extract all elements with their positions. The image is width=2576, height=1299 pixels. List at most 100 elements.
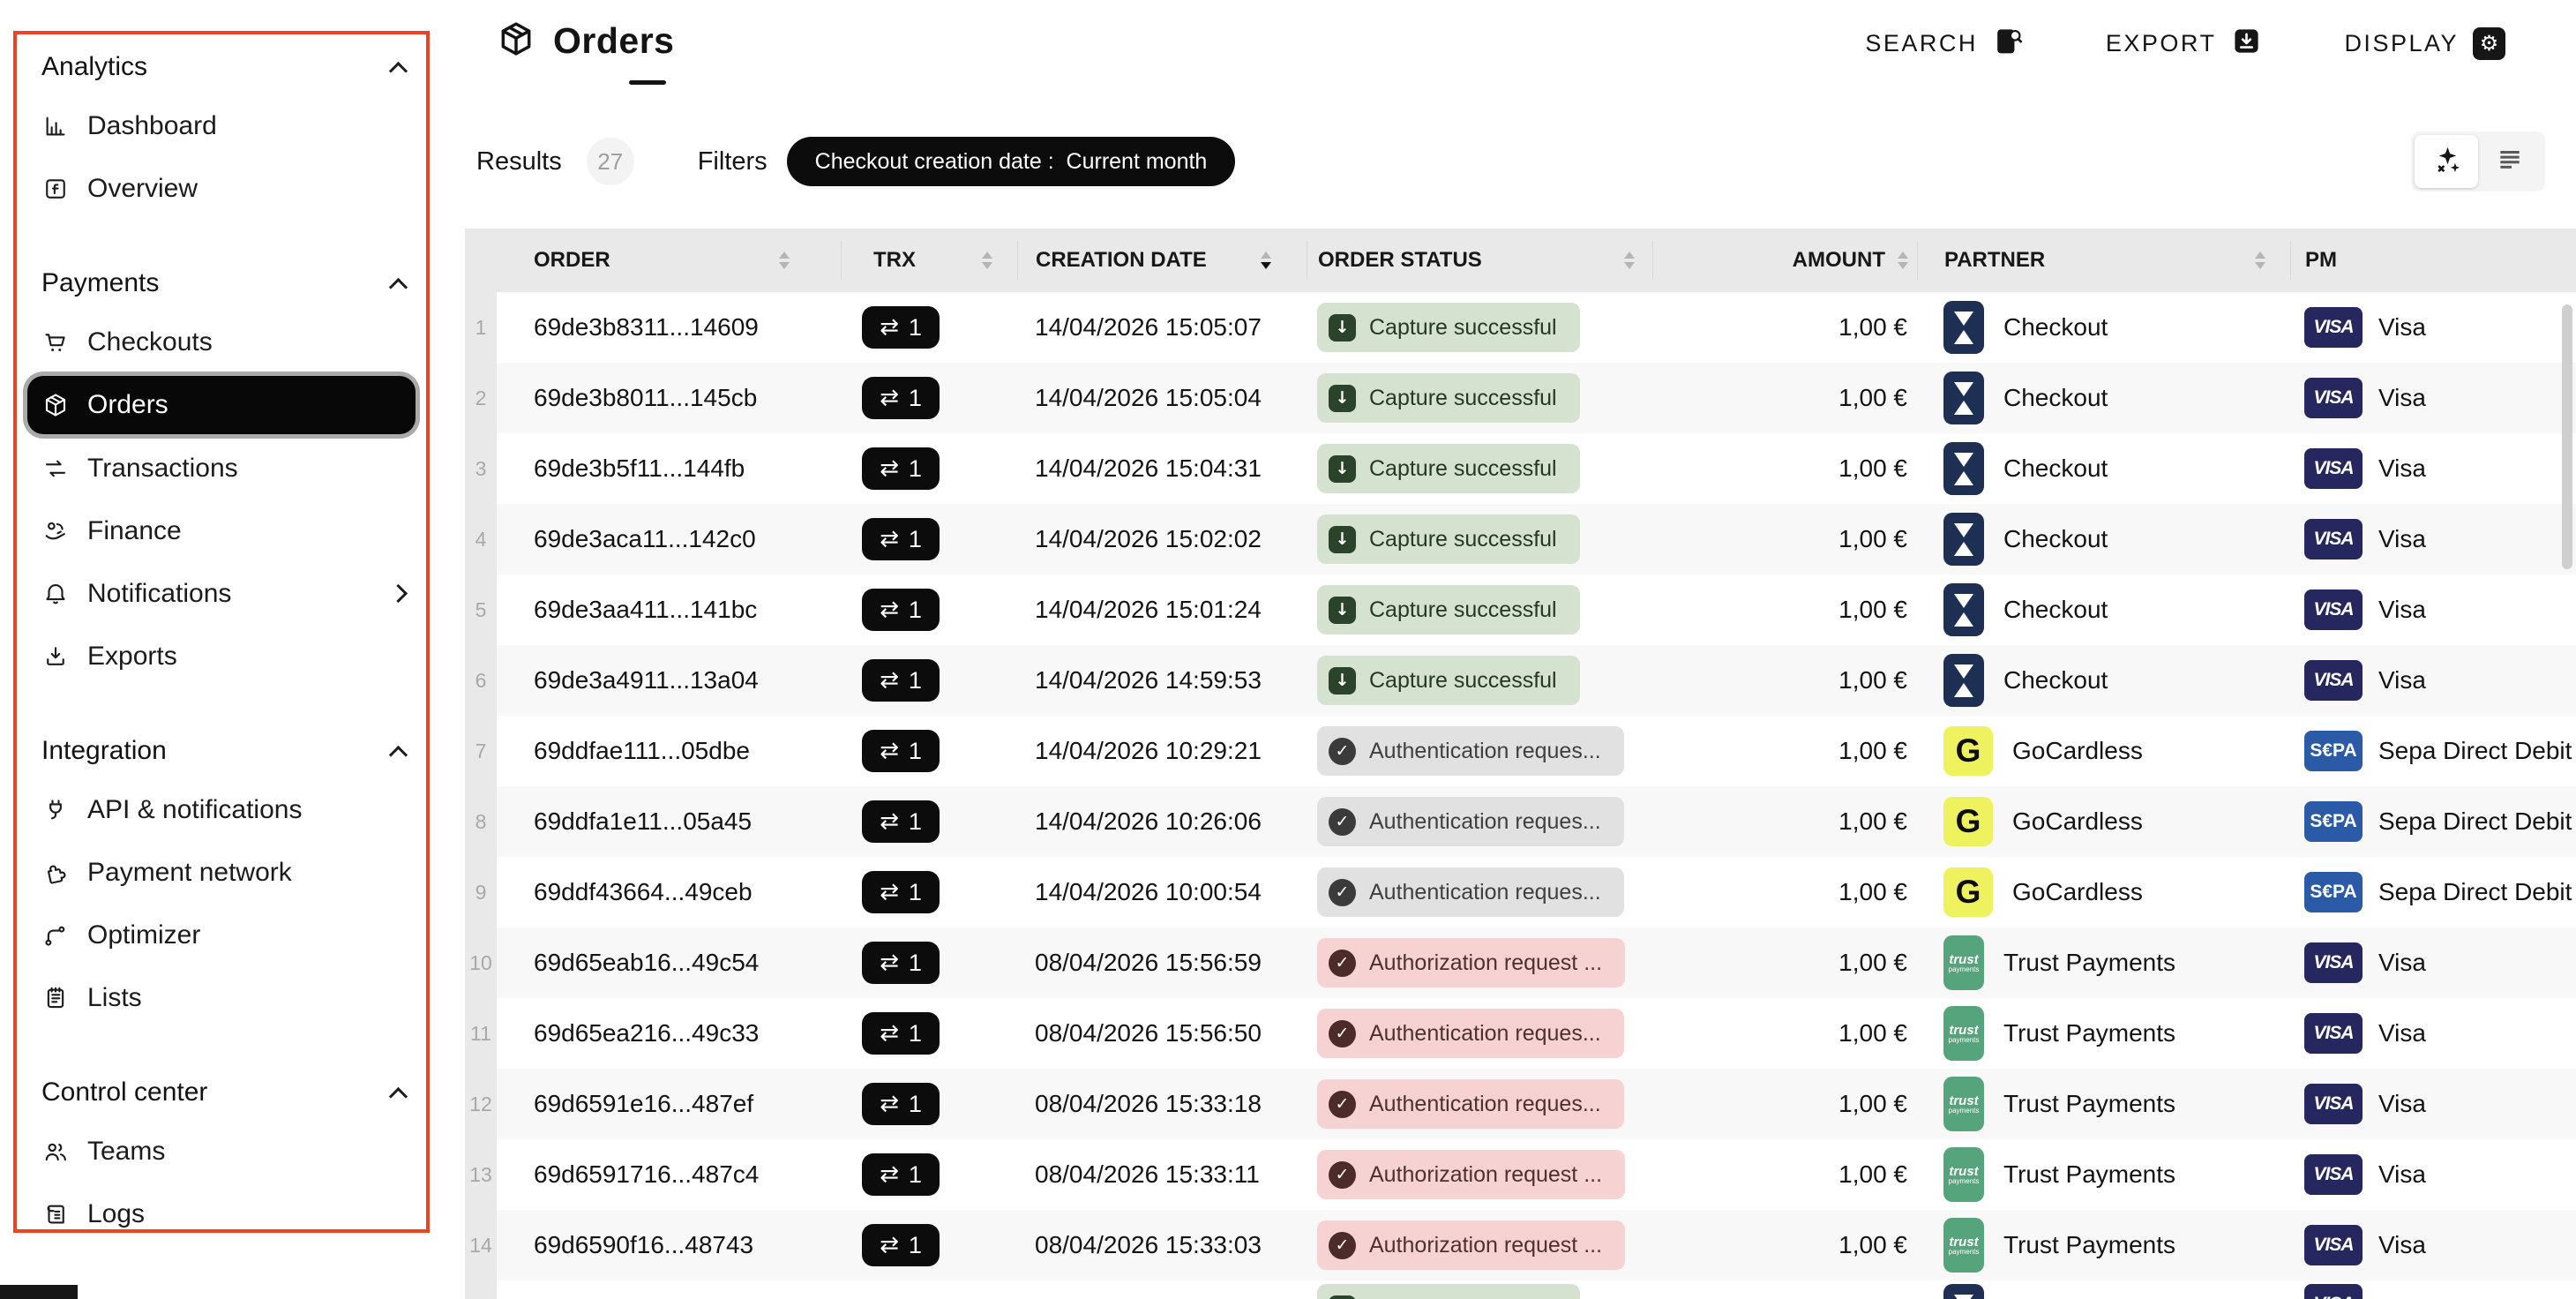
filter-pill-checkout-creation-date[interactable]: Checkout creation date : Current month xyxy=(786,137,1236,186)
list-view-button[interactable] xyxy=(2478,135,2542,188)
sidebar-item-label: Payment network xyxy=(87,857,292,887)
partner-name: GoCardless xyxy=(2012,878,2143,905)
scrollbar-thumb[interactable] xyxy=(2562,304,2572,569)
sort-icon[interactable] xyxy=(2255,252,2265,269)
table-row[interactable]: 13 69d6591716...487c4 ⇄ 1 08/04/2026 15:3… xyxy=(465,1139,2576,1210)
sidebar-item-api-notifications[interactable]: API & notifications xyxy=(27,778,416,841)
table-row[interactable]: 6 69de3a4911...13a04 ⇄ 1 14/04/2026 14:59… xyxy=(465,645,2576,716)
sidebar-item-lists[interactable]: Lists xyxy=(27,966,416,1029)
sidebar-section-integration[interactable]: Integration xyxy=(27,724,416,778)
sidebar-item-transactions[interactable]: Transactions xyxy=(27,437,416,499)
order-id: 69de3a4911...13a04 xyxy=(534,666,759,694)
partner-logo-icon: trust payments xyxy=(1943,935,1984,990)
chevron-up-icon xyxy=(388,1086,408,1106)
table-row[interactable]: 5 69de3aa411...141bc ⇄ 1 14/04/2026 15:01… xyxy=(465,574,2576,645)
pm-logo-icon: VISA xyxy=(2304,378,2363,418)
sort-icon[interactable] xyxy=(1898,252,1908,269)
status-icon xyxy=(1329,1231,1356,1259)
trx-arrows-icon: ⇄ xyxy=(880,950,899,976)
trx-arrows-icon: ⇄ xyxy=(880,526,899,552)
order-status-badge: Authentication reques... xyxy=(1317,1009,1624,1058)
column-header-order-status[interactable]: ORDER STATUS xyxy=(1307,241,1652,280)
sort-icon-desc-active[interactable] xyxy=(1261,252,1271,269)
table-row[interactable]: 7 69ddfae111...05dbe ⇄ 1 14/04/2026 10:29… xyxy=(465,716,2576,786)
table-row[interactable]: 10 69d65eab16...49c54 ⇄ 1 08/04/2026 15:5… xyxy=(465,927,2576,998)
sidebar-section-control-center[interactable]: Control center xyxy=(27,1065,416,1120)
column-header-amount[interactable]: AMOUNT xyxy=(1652,241,1917,280)
pm-logo-icon: VISA xyxy=(2304,519,2363,559)
table-row[interactable]: 9 69ddf43664...49ceb ⇄ 1 14/04/2026 10:00… xyxy=(465,857,2576,927)
pm-name: Sepa Direct Debit xyxy=(2378,737,2572,764)
sidebar-item-overview[interactable]: Overview xyxy=(27,157,416,220)
sidebar-item-label: Overview xyxy=(87,173,198,203)
sort-icon[interactable] xyxy=(1624,252,1635,269)
pm-logo-icon: VISA xyxy=(2304,660,2363,701)
sidebar-item-finance[interactable]: Finance xyxy=(27,499,416,562)
pm-logo-icon: VISA xyxy=(2304,448,2363,489)
column-header-pm[interactable]: PM xyxy=(2290,241,2576,280)
order-id: 69de3b5f11...144fb xyxy=(534,454,745,482)
trx-count-badge: ⇄ 1 xyxy=(862,659,940,702)
amount: 1,00 € xyxy=(1838,525,1907,552)
order-id: 69ddfae111...05dbe xyxy=(534,737,750,764)
order-status-badge: Capture successful xyxy=(1317,585,1580,634)
table-row[interactable]: 12 69d6591e16...487ef ⇄ 1 08/04/2026 15:3… xyxy=(465,1069,2576,1139)
sidebar-item-payment-network[interactable]: Payment network xyxy=(27,841,416,904)
export-button[interactable]: EXPORT xyxy=(2106,25,2264,62)
table-row[interactable]: 8 69ddfa1e11...05a45 ⇄ 1 14/04/2026 10:26… xyxy=(465,786,2576,857)
column-header-partner[interactable]: PARTNER xyxy=(1917,241,2290,280)
sidebar-item-label: Dashboard xyxy=(87,110,217,140)
display-button[interactable]: DISPLAY ⚙ xyxy=(2344,26,2505,60)
status-icon xyxy=(1329,1019,1356,1047)
sort-icon[interactable] xyxy=(779,252,790,269)
partner-logo-icon xyxy=(1943,583,1984,636)
creation-date: 14/04/2026 14:59:53 xyxy=(1035,666,1262,694)
pm-name: Visa xyxy=(2378,1090,2426,1117)
order-id: 69de3b8311...14609 xyxy=(534,313,759,341)
table-row-partial[interactable]: ⇄ Capture successful VISA xyxy=(465,1280,2576,1299)
amount: 1,00 € xyxy=(1838,313,1907,341)
sidebar-item-optimizer[interactable]: Optimizer xyxy=(27,904,416,966)
sidebar-item-exports[interactable]: Exports xyxy=(27,625,416,687)
status-icon xyxy=(1329,666,1356,695)
amount: 1,00 € xyxy=(1838,1090,1907,1117)
order-status-badge: Capture successful xyxy=(1317,303,1580,352)
column-header-creation-date[interactable]: CREATION DATE xyxy=(1017,241,1307,280)
pm-name: Visa xyxy=(2378,1160,2426,1188)
creation-date: 14/04/2026 15:02:02 xyxy=(1035,525,1262,552)
trx-count-badge: ⇄ 1 xyxy=(862,377,940,419)
section-label: Control center xyxy=(41,1077,208,1107)
trx-arrows-icon: ⇄ xyxy=(880,1020,899,1047)
search-button[interactable]: SEARCH xyxy=(1865,25,2025,62)
table-row[interactable]: 1 69de3b8311...14609 ⇄ 1 14/04/2026 15:05… xyxy=(465,292,2576,363)
sort-icon[interactable] xyxy=(982,252,992,269)
cart-icon xyxy=(41,328,70,357)
partner-name: Checkout xyxy=(2003,596,2108,623)
partner-name: Trust Payments xyxy=(2003,949,2176,976)
sidebar-item-logs[interactable]: Logs xyxy=(27,1183,416,1245)
sidebar-annotation-box: Analytics Dashboard Overview Payments Ch… xyxy=(13,31,430,1233)
sidebar-item-orders[interactable]: Orders xyxy=(27,376,416,434)
order-id: 69d65eab16...49c54 xyxy=(534,949,760,976)
partner-name: Checkout xyxy=(2003,313,2108,341)
sidebar-section-payments[interactable]: Payments xyxy=(27,256,416,311)
sidebar-section-analytics[interactable]: Analytics xyxy=(27,40,416,94)
sidebar-item-dashboard[interactable]: Dashboard xyxy=(27,94,416,157)
table-row[interactable]: 2 69de3b8011...145cb ⇄ 1 14/04/2026 15:05… xyxy=(465,363,2576,433)
column-header-order[interactable]: ORDER xyxy=(497,241,841,280)
table-row[interactable]: 3 69de3b5f11...144fb ⇄ 1 14/04/2026 15:04… xyxy=(465,433,2576,504)
table-row[interactable]: 11 69d65ea216...49c33 ⇄ 1 08/04/2026 15:5… xyxy=(465,998,2576,1069)
sparkles-view-button[interactable] xyxy=(2415,135,2478,188)
table-row[interactable]: 4 69de3aca11...142c0 ⇄ 1 14/04/2026 15:02… xyxy=(465,504,2576,574)
trx-count-badge: ⇄ 1 xyxy=(862,730,940,772)
sidebar-item-notifications[interactable]: Notifications xyxy=(27,562,416,625)
amount: 1,00 € xyxy=(1838,596,1907,623)
column-header-trx[interactable]: TRX xyxy=(841,241,1017,280)
partner-logo-icon: G xyxy=(1943,867,1993,917)
trx-arrows-icon: ⇄ xyxy=(880,1232,899,1258)
sidebar-item-checkouts[interactable]: Checkouts xyxy=(27,311,416,373)
creation-date: 08/04/2026 15:33:11 xyxy=(1035,1160,1260,1188)
sidebar-item-teams[interactable]: Teams xyxy=(27,1120,416,1183)
row-number: 10 xyxy=(465,927,497,998)
table-row[interactable]: 14 69d6590f16...48743 ⇄ 1 08/04/2026 15:3… xyxy=(465,1210,2576,1280)
